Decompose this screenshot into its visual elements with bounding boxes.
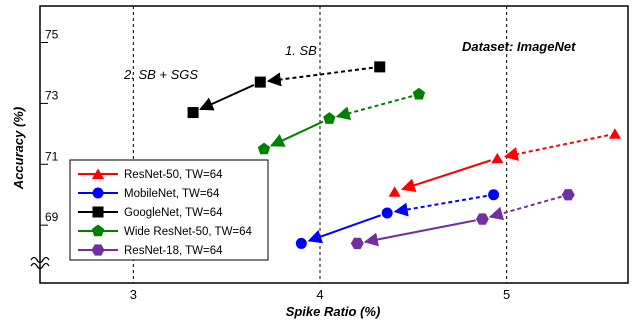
data-point — [475, 213, 489, 225]
series-1 — [295, 189, 500, 249]
legend-swatch-marker — [92, 206, 104, 218]
legend-item: Wide ResNet-50, TW=64 — [78, 224, 253, 238]
axis-break-symbol — [30, 256, 50, 270]
sb-arrow — [393, 194, 487, 217]
x-tick-label: 4 — [316, 287, 323, 302]
series-3 — [257, 87, 426, 155]
x-tick-labels: 3 4 5 — [130, 287, 511, 302]
y-axis-label: Accuracy (%) — [11, 107, 26, 190]
y-tick-label: 69 — [45, 210, 59, 224]
step1-annotation: 1. SB — [285, 43, 317, 58]
legend-item: ResNet-18, TW=64 — [78, 244, 223, 257]
y-tick-label: 73 — [45, 88, 59, 102]
sgs-arrow — [199, 84, 255, 111]
data-point — [187, 107, 199, 119]
legend-item: MobileNet, TW=64 — [78, 187, 220, 200]
sgs-arrow — [400, 159, 491, 192]
data-point — [254, 76, 266, 88]
series-0 — [388, 128, 621, 197]
series-4 — [350, 189, 575, 250]
legend: ResNet-50, TW=64 MobileNet, TW=64 GoogleNe… — [69, 159, 269, 261]
data-point — [488, 189, 500, 201]
legend-label: ResNet-50, TW=64 — [124, 169, 223, 181]
x-axis-label: Spike Ratio (%) — [286, 304, 381, 319]
data-point — [561, 189, 575, 201]
legend-item: GoogleNet, TW=64 — [78, 206, 223, 219]
sgs-arrow — [307, 214, 381, 244]
data-point — [374, 61, 386, 73]
sb-arrow — [503, 134, 609, 161]
data-point — [412, 87, 426, 100]
data-point — [257, 142, 271, 155]
legend-label: Wide ResNet-50, TW=64 — [124, 226, 253, 238]
y-tick-label: 71 — [45, 149, 59, 163]
plot-frame — [39, 5, 629, 284]
sgs-arrow — [363, 219, 476, 247]
legend-item: ResNet-50, TW=64 — [78, 168, 223, 181]
legend-swatch-marker — [91, 168, 105, 179]
data-point — [295, 237, 307, 249]
data-point — [381, 207, 393, 219]
data-point — [608, 128, 621, 139]
legend-swatch-marker — [91, 244, 105, 256]
data-point — [323, 112, 336, 124]
dataset-annotation: Dataset: ImageNet — [462, 39, 576, 54]
x-tick-label: 3 — [130, 287, 137, 302]
data-point — [350, 237, 364, 250]
y-tick-label: 75 — [45, 28, 59, 42]
legend-swatch-marker — [91, 224, 105, 237]
series-2 — [187, 61, 386, 119]
legend-swatch-marker — [92, 187, 104, 199]
data-point — [491, 152, 504, 164]
sb-arrow — [335, 95, 413, 120]
legend-label: GoogleNet, TW=64 — [124, 207, 223, 219]
sb-arrow — [266, 66, 373, 87]
y-tick-labels: 69 71 73 75 — [40, 28, 59, 226]
legend-label: ResNet-18, TW=64 — [124, 245, 223, 257]
sb-arrow — [488, 195, 562, 221]
legend-label: MobileNet, TW=64 — [124, 188, 220, 200]
step2-annotation: 2. SB + SGS — [123, 67, 198, 82]
series-group — [187, 61, 621, 250]
x-tick-label: 5 — [503, 287, 510, 302]
data-point — [388, 186, 401, 197]
sgs-arrow — [269, 120, 324, 147]
